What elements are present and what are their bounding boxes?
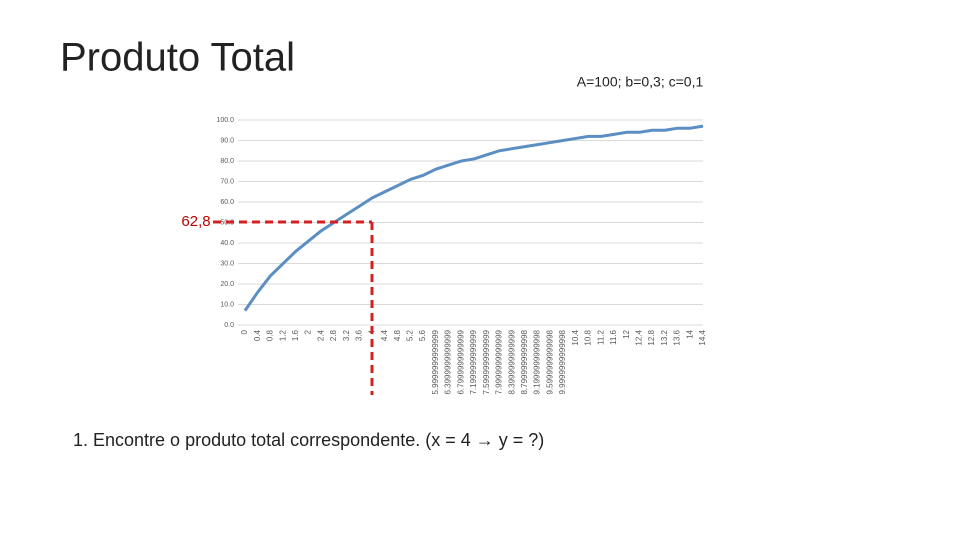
x-tick-label: 2.4 bbox=[316, 329, 325, 341]
x-tick-label: 3.6 bbox=[355, 329, 364, 341]
x-tick-label: 5.2 bbox=[405, 329, 414, 341]
x-tick-label: 0.8 bbox=[266, 329, 275, 341]
x-tick-label: 1.2 bbox=[278, 329, 287, 341]
line bbox=[243, 124, 704, 312]
slide-title: Produto Total bbox=[60, 36, 295, 80]
x-tick-label: 13.2 bbox=[660, 329, 669, 345]
x-tick-label: 5.9999999999999 bbox=[431, 329, 440, 394]
x-tick-label: 6.7999999999999 bbox=[456, 329, 465, 394]
x-tick-label: 9.1999999999998 bbox=[533, 329, 542, 394]
x-tick-label: 4.8 bbox=[393, 329, 402, 341]
x-tick-label: 7.9999999999999 bbox=[495, 329, 504, 394]
y-tick-label: 90.0 bbox=[220, 137, 234, 144]
x-tick-label: 6.3999999999999 bbox=[444, 329, 453, 394]
x-tick-label: 2.8 bbox=[329, 329, 338, 341]
x-tick-label: 3.2 bbox=[342, 329, 351, 341]
y-tick-label: 10.0 bbox=[220, 301, 234, 308]
x-tick-label: 0 bbox=[240, 329, 249, 334]
x-tick-label: 4.4 bbox=[380, 329, 389, 341]
x-tick-label: 0.4 bbox=[253, 329, 262, 341]
y-tick-label: 30.0 bbox=[220, 260, 234, 267]
x-tick-label: 2 bbox=[304, 329, 313, 334]
y-tick-label: 0.0 bbox=[224, 322, 234, 329]
chart-subtitle: A=100; b=0,3; c=0,1 bbox=[577, 74, 704, 90]
y-tick-label: 100.0 bbox=[216, 117, 234, 124]
x-tick-label: 11.2 bbox=[596, 329, 605, 345]
x-tick-label: 5.6 bbox=[418, 329, 427, 341]
x-tick-label: 13.6 bbox=[673, 329, 682, 345]
x-tick-label: 11.6 bbox=[609, 329, 618, 345]
plot-area: 0.010.020.030.040.050.060.070.080.090.01… bbox=[216, 117, 707, 395]
y-tick-label: 60.0 bbox=[220, 199, 234, 206]
x-tick-label: 8.7999999999998 bbox=[520, 329, 529, 394]
x-tick-label: 14 bbox=[685, 329, 694, 338]
y-tick-label: 80.0 bbox=[220, 158, 234, 165]
x-tick-label: 7.5999999999999 bbox=[482, 329, 491, 394]
y-tick-label: 70.0 bbox=[220, 178, 234, 185]
x-tick-label: 7.1999999999999 bbox=[469, 329, 478, 394]
x-tick-label: 10.8 bbox=[584, 329, 593, 345]
x-tick-label: 10.4 bbox=[571, 329, 580, 345]
x-tick-label: 12 bbox=[622, 329, 631, 338]
x-tick-label: 12.8 bbox=[647, 329, 656, 345]
y-tick-label: 20.0 bbox=[220, 281, 234, 288]
y-tick-label: 40.0 bbox=[220, 240, 234, 247]
question: 1. Encontre o produto total corresponden… bbox=[73, 430, 544, 450]
x-tick-label: 8.3999999999999 bbox=[507, 329, 516, 394]
x-tick-label: 14.4 bbox=[698, 329, 707, 345]
x-tick-label: 12.4 bbox=[634, 329, 643, 345]
x-tick-label: 1.6 bbox=[291, 329, 300, 341]
x-tick-label: 9.9999999999998 bbox=[558, 329, 567, 394]
x-tick-label: 9.5999999999998 bbox=[545, 329, 554, 394]
annotation: 62,8 bbox=[181, 213, 210, 230]
